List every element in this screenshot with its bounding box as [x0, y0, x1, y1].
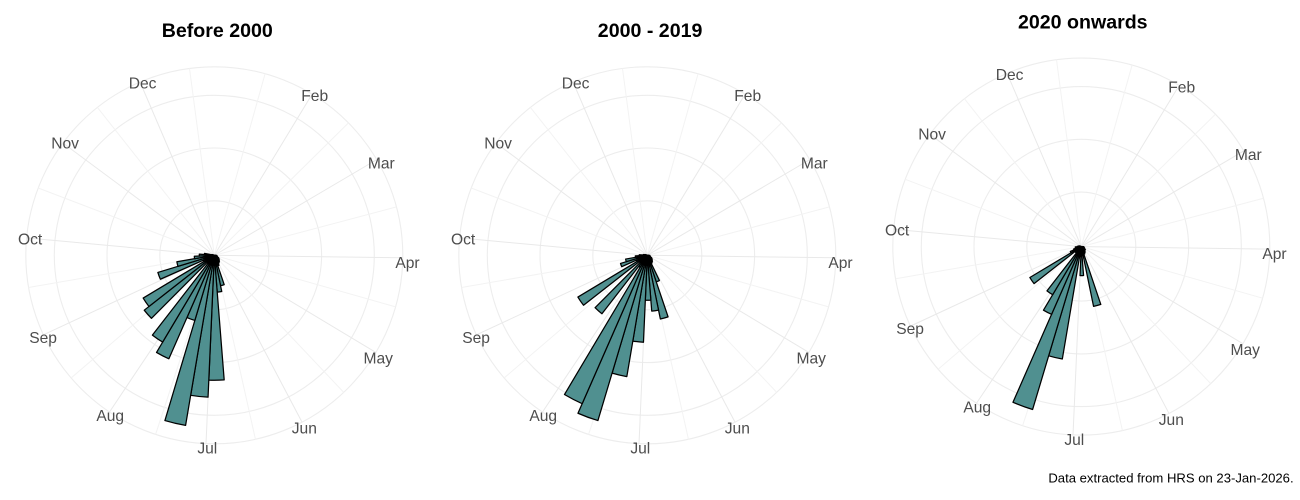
- svg-text:Before 2000: Before 2000: [162, 20, 273, 42]
- svg-text:2000 - 2019: 2000 - 2019: [598, 20, 703, 42]
- svg-text:Aug: Aug: [529, 408, 557, 425]
- svg-text:Feb: Feb: [734, 88, 761, 105]
- svg-text:Apr: Apr: [1262, 246, 1286, 263]
- svg-text:Apr: Apr: [828, 255, 852, 272]
- svg-text:Oct: Oct: [885, 223, 910, 240]
- svg-text:Feb: Feb: [1168, 79, 1195, 96]
- svg-text:Mar: Mar: [801, 156, 828, 173]
- svg-text:Sep: Sep: [29, 330, 57, 347]
- svg-text:Nov: Nov: [51, 135, 79, 152]
- svg-text:Apr: Apr: [395, 255, 419, 272]
- svg-text:May: May: [796, 351, 826, 368]
- svg-text:Feb: Feb: [301, 88, 328, 105]
- svg-text:Dec: Dec: [996, 67, 1024, 84]
- svg-text:Oct: Oct: [18, 231, 43, 248]
- svg-text:Jun: Jun: [292, 421, 317, 438]
- svg-text:Nov: Nov: [484, 135, 512, 152]
- svg-text:May: May: [1230, 342, 1260, 359]
- svg-text:Data extracted from HRS on 23-: Data extracted from HRS on 23-Jan-2026.: [1048, 471, 1293, 486]
- svg-text:Sep: Sep: [462, 330, 490, 347]
- svg-text:Aug: Aug: [963, 399, 991, 416]
- svg-text:Aug: Aug: [96, 408, 124, 425]
- svg-text:Jul: Jul: [197, 441, 217, 458]
- svg-text:Jul: Jul: [1064, 432, 1084, 449]
- svg-text:May: May: [363, 351, 393, 368]
- svg-text:Jun: Jun: [725, 421, 750, 438]
- svg-text:Nov: Nov: [918, 127, 946, 144]
- svg-text:Sep: Sep: [896, 321, 924, 338]
- svg-text:Jun: Jun: [1159, 412, 1184, 429]
- svg-text:Mar: Mar: [368, 156, 395, 173]
- svg-text:Jul: Jul: [630, 441, 650, 458]
- svg-text:2020 onwards: 2020 onwards: [1018, 12, 1148, 34]
- svg-text:Mar: Mar: [1235, 147, 1262, 164]
- svg-text:Dec: Dec: [129, 76, 157, 93]
- svg-text:Oct: Oct: [451, 231, 476, 248]
- svg-text:Dec: Dec: [562, 76, 590, 93]
